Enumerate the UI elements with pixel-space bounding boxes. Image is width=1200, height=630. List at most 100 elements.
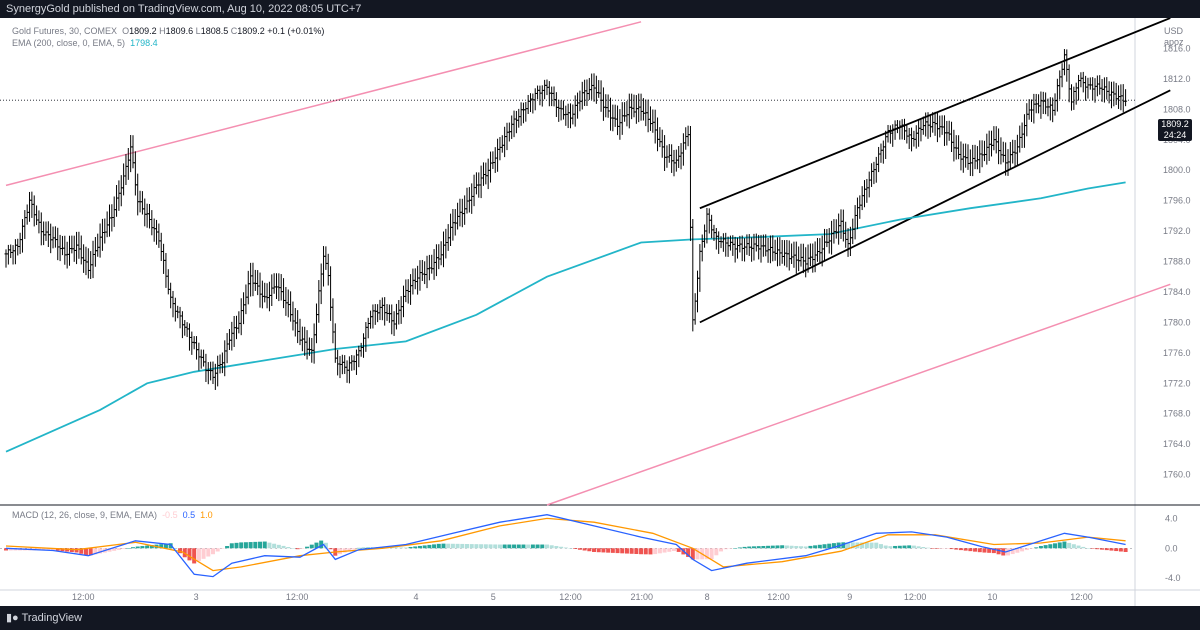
price-tick-label: 1772.0 (1163, 378, 1191, 388)
macd-histogram-bar (799, 546, 804, 549)
price-tick-label: 1800.0 (1163, 165, 1191, 175)
ema-label: EMA (200, close, 0, EMA, 5) (12, 38, 126, 48)
macd-histogram-bar (1123, 548, 1128, 552)
price-tick-label: 1780.0 (1163, 317, 1191, 327)
macd-histogram-bar (1062, 541, 1067, 549)
macd-histogram-bar (559, 546, 564, 549)
price-tick-label: 1812.0 (1163, 74, 1191, 84)
macd-histogram-bar (502, 544, 507, 549)
currency-label: USD (1164, 26, 1184, 36)
macd-histogram-bar (1076, 545, 1081, 549)
macd-histogram-bar (93, 548, 98, 555)
macd-histogram-bar (483, 544, 488, 549)
macd-histogram-bar (1090, 548, 1095, 549)
trend-line-outer-upper (5, 21, 642, 187)
macd-histogram-bar (206, 548, 211, 557)
macd-histogram-bar (808, 545, 813, 549)
macd-histogram-bar (229, 543, 234, 549)
macd-tick-label: 0.0 (1165, 543, 1178, 553)
macd-histogram-bar (408, 546, 413, 549)
price-tick-label: 1760.0 (1163, 470, 1191, 480)
macd-histogram-bar (159, 544, 164, 549)
macd-histogram-bar (1104, 548, 1109, 551)
macd-histogram-bar (1100, 548, 1105, 550)
macd-histogram-bar (916, 546, 921, 549)
trend-line-outer-lower (546, 283, 1171, 506)
low-value: 1808.5 (200, 26, 229, 36)
macd-histogram-bar (1081, 546, 1086, 549)
ema-legend: EMA (200, close, 0, EMA, 5) 1798.4 (12, 38, 158, 48)
macd-histogram-bar (587, 548, 592, 552)
macd-histogram-bar (201, 548, 206, 559)
macd-histogram-bar (436, 543, 441, 549)
price-tick-label: 1816.0 (1163, 43, 1191, 53)
macd-histogram-bar (973, 548, 978, 552)
macd-histogram-bar (55, 548, 60, 551)
macd-histogram-bar (784, 545, 789, 549)
macd-histogram-bar (309, 544, 314, 549)
time-tick-label: 12:00 (286, 592, 309, 602)
macd-histogram-bar (460, 543, 465, 549)
macd-histogram-bar (535, 544, 540, 549)
macd-histogram-bar (714, 548, 719, 556)
macd-histogram-bar (126, 548, 131, 549)
macd-histogram-bar (328, 548, 333, 550)
macd-histogram-bar (225, 546, 230, 549)
macd-histogram-bar (902, 545, 907, 549)
macd-histogram-bar (361, 547, 366, 549)
macd-histogram-bar (323, 542, 328, 549)
macd-histogram-bar (1024, 548, 1029, 551)
macd-line (5, 514, 1126, 578)
macd-histogram-bar (540, 544, 545, 549)
macd-histogram-bar (1048, 544, 1053, 549)
macd-histogram-bar (676, 548, 681, 552)
chart-frame[interactable]: 1816.01812.01808.01804.01800.01796.01792… (0, 18, 1200, 606)
macd-histogram-bar (1095, 548, 1100, 550)
macd-histogram-bar (747, 546, 752, 549)
macd-histogram-bar (987, 548, 992, 553)
macd-histogram-bar (366, 547, 371, 549)
macd-histogram-bar (789, 545, 794, 549)
time-tick-label: 12:00 (72, 592, 95, 602)
macd-histogram-bar (554, 546, 559, 549)
macd-histogram-bar (549, 545, 554, 549)
macd-histogram-bar (921, 547, 926, 549)
macd-tick-label: -4.0 (1165, 573, 1181, 583)
chart-svg[interactable]: 1816.01812.01808.01804.01800.01796.01792… (0, 18, 1200, 606)
change-value: +0.1 (+0.01%) (267, 26, 325, 36)
macd-hist-value: -0.5 (162, 510, 178, 520)
macd-histogram-bar (135, 546, 140, 549)
macd-histogram-bar (864, 542, 869, 549)
macd-histogram-bar (996, 548, 1001, 555)
macd-histogram-bar (657, 548, 662, 554)
macd-histogram-bar (347, 548, 352, 552)
macd-histogram-bar (761, 545, 766, 549)
macd-histogram-bar (1034, 547, 1039, 549)
macd-histogram-bar (1057, 542, 1062, 549)
macd-histogram-bar (145, 545, 150, 549)
macd-histogram-bar (827, 543, 832, 549)
macd-histogram-bar (686, 548, 691, 557)
macd-histogram-bar (544, 544, 549, 549)
macd-histogram-bar (733, 548, 738, 549)
macd-histogram-bar (65, 548, 70, 552)
macd-histogram-bar (413, 546, 418, 549)
macd-tick-label: 4.0 (1165, 513, 1178, 523)
open-value: 1809.2 (129, 26, 157, 36)
macd-histogram-bar (860, 542, 865, 549)
macd-histogram-bar (893, 545, 898, 549)
macd-histogram-bar (1114, 548, 1119, 552)
macd-histogram-bar (450, 543, 455, 549)
macd-histogram-bar (422, 545, 427, 549)
macd-histogram-bar (1029, 548, 1034, 549)
price-tick-label: 1792.0 (1163, 226, 1191, 236)
macd-histogram-bar (234, 542, 239, 549)
macd-histogram-bar (276, 544, 281, 549)
macd-histogram-bar (173, 548, 178, 549)
macd-histogram-bar (121, 548, 126, 549)
macd-histogram-bar (290, 548, 295, 549)
macd-histogram-bar (112, 548, 117, 551)
macd-histogram-bar (8, 548, 13, 551)
macd-histogram-bar (954, 548, 959, 550)
macd-histogram-bar (648, 548, 653, 555)
